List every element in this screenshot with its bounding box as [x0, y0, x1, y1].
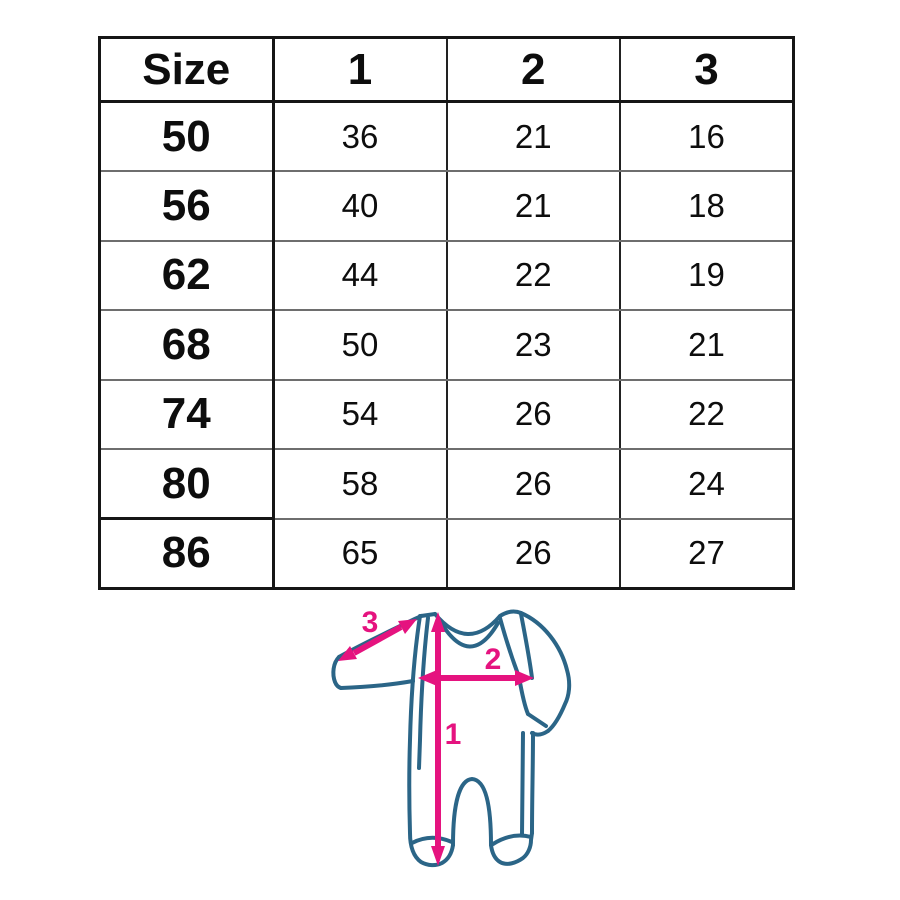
value-cell: 26 — [445, 448, 621, 520]
left-sleeve-bottom-edge — [339, 679, 415, 690]
right-raglan-seam — [498, 616, 521, 679]
size-cell: 50 — [98, 100, 275, 172]
value-cell: 27 — [619, 517, 795, 589]
right-shoulder-edge — [498, 609, 523, 618]
value-cell: 36 — [272, 100, 448, 172]
value-cell: 18 — [619, 170, 795, 242]
value-cell: 22 — [445, 239, 621, 311]
header-row: Size 1 2 3 — [98, 36, 795, 103]
table-row: 86 65 26 27 — [98, 517, 795, 589]
sleeve-arrow-label: 3 — [362, 606, 379, 639]
collar-inner-curve — [438, 619, 500, 649]
front-placket-seam — [417, 616, 430, 770]
size-cell: 86 — [98, 517, 275, 589]
col-header-3: 3 — [619, 36, 795, 103]
value-cell: 54 — [272, 378, 448, 450]
garment-measurement-diagram: 1 2 3 — [290, 592, 630, 882]
length-arrow-head-bottom — [431, 846, 445, 866]
left-foot-seam — [410, 835, 454, 845]
value-cell: 19 — [619, 239, 795, 311]
table-row: 56 40 21 18 — [98, 170, 795, 242]
sleeve-arrow-head-lower — [338, 646, 357, 661]
left-shoulder-edge — [419, 612, 437, 618]
right-leg-seam — [520, 731, 525, 837]
value-cell: 26 — [445, 378, 621, 450]
baby-sleepsuit-drawing: 1 2 3 — [331, 606, 572, 868]
size-cell: 68 — [98, 309, 275, 381]
measurement-arrows — [338, 612, 534, 866]
chest-arrow-head-right — [515, 670, 534, 686]
left-body-and-leg-edge — [407, 614, 455, 868]
col-header-2: 2 — [445, 36, 621, 103]
table-row: 80 58 26 24 — [98, 448, 795, 520]
right-cuff-band — [526, 712, 548, 728]
chest-arrow-head-left — [418, 670, 437, 686]
value-cell: 40 — [272, 170, 448, 242]
sleeve-arrow-head-upper — [398, 619, 417, 634]
length-arrow-head-top — [431, 612, 445, 632]
chest-arrow-label: 2 — [485, 643, 502, 676]
right-foot-seam — [491, 833, 533, 846]
size-cell: 56 — [98, 170, 275, 242]
value-cell: 23 — [445, 309, 621, 381]
value-cell: 58 — [272, 448, 448, 520]
crotch-curve — [451, 777, 493, 847]
table-row: 68 50 23 21 — [98, 309, 795, 381]
right-body-edge-upper — [519, 612, 534, 680]
size-cell: 62 — [98, 239, 275, 311]
value-cell: 50 — [272, 309, 448, 381]
sleeve-arrow-shaft — [352, 624, 403, 656]
right-sleeve-outer-edge — [519, 611, 572, 733]
table-body: 50 36 21 16 56 40 21 18 62 44 22 19 68 5… — [98, 100, 795, 589]
col-header-size: Size — [98, 36, 275, 103]
value-cell: 65 — [272, 517, 448, 589]
value-cell: 44 — [272, 239, 448, 311]
table-row: 74 54 26 22 — [98, 378, 795, 450]
right-foot-edge — [489, 831, 534, 866]
right-body-edge-lower — [530, 731, 535, 835]
value-cell: 24 — [619, 448, 795, 520]
value-cell: 21 — [445, 170, 621, 242]
length-arrow-label: 1 — [445, 718, 462, 751]
value-cell: 21 — [445, 100, 621, 172]
table-header: Size 1 2 3 — [98, 36, 795, 103]
value-cell: 16 — [619, 100, 795, 172]
table-row: 50 36 21 16 — [98, 100, 795, 172]
size-cell: 80 — [98, 448, 275, 520]
value-cell: 26 — [445, 517, 621, 589]
size-chart-table: Size 1 2 3 50 36 21 16 56 40 21 18 62 44 — [98, 36, 795, 590]
table-row: 62 44 22 19 — [98, 239, 795, 311]
col-header-1: 1 — [272, 36, 448, 103]
value-cell: 21 — [619, 309, 795, 381]
size-cell: 74 — [98, 378, 275, 450]
left-cuff-end — [331, 655, 343, 690]
value-cell: 22 — [619, 378, 795, 450]
